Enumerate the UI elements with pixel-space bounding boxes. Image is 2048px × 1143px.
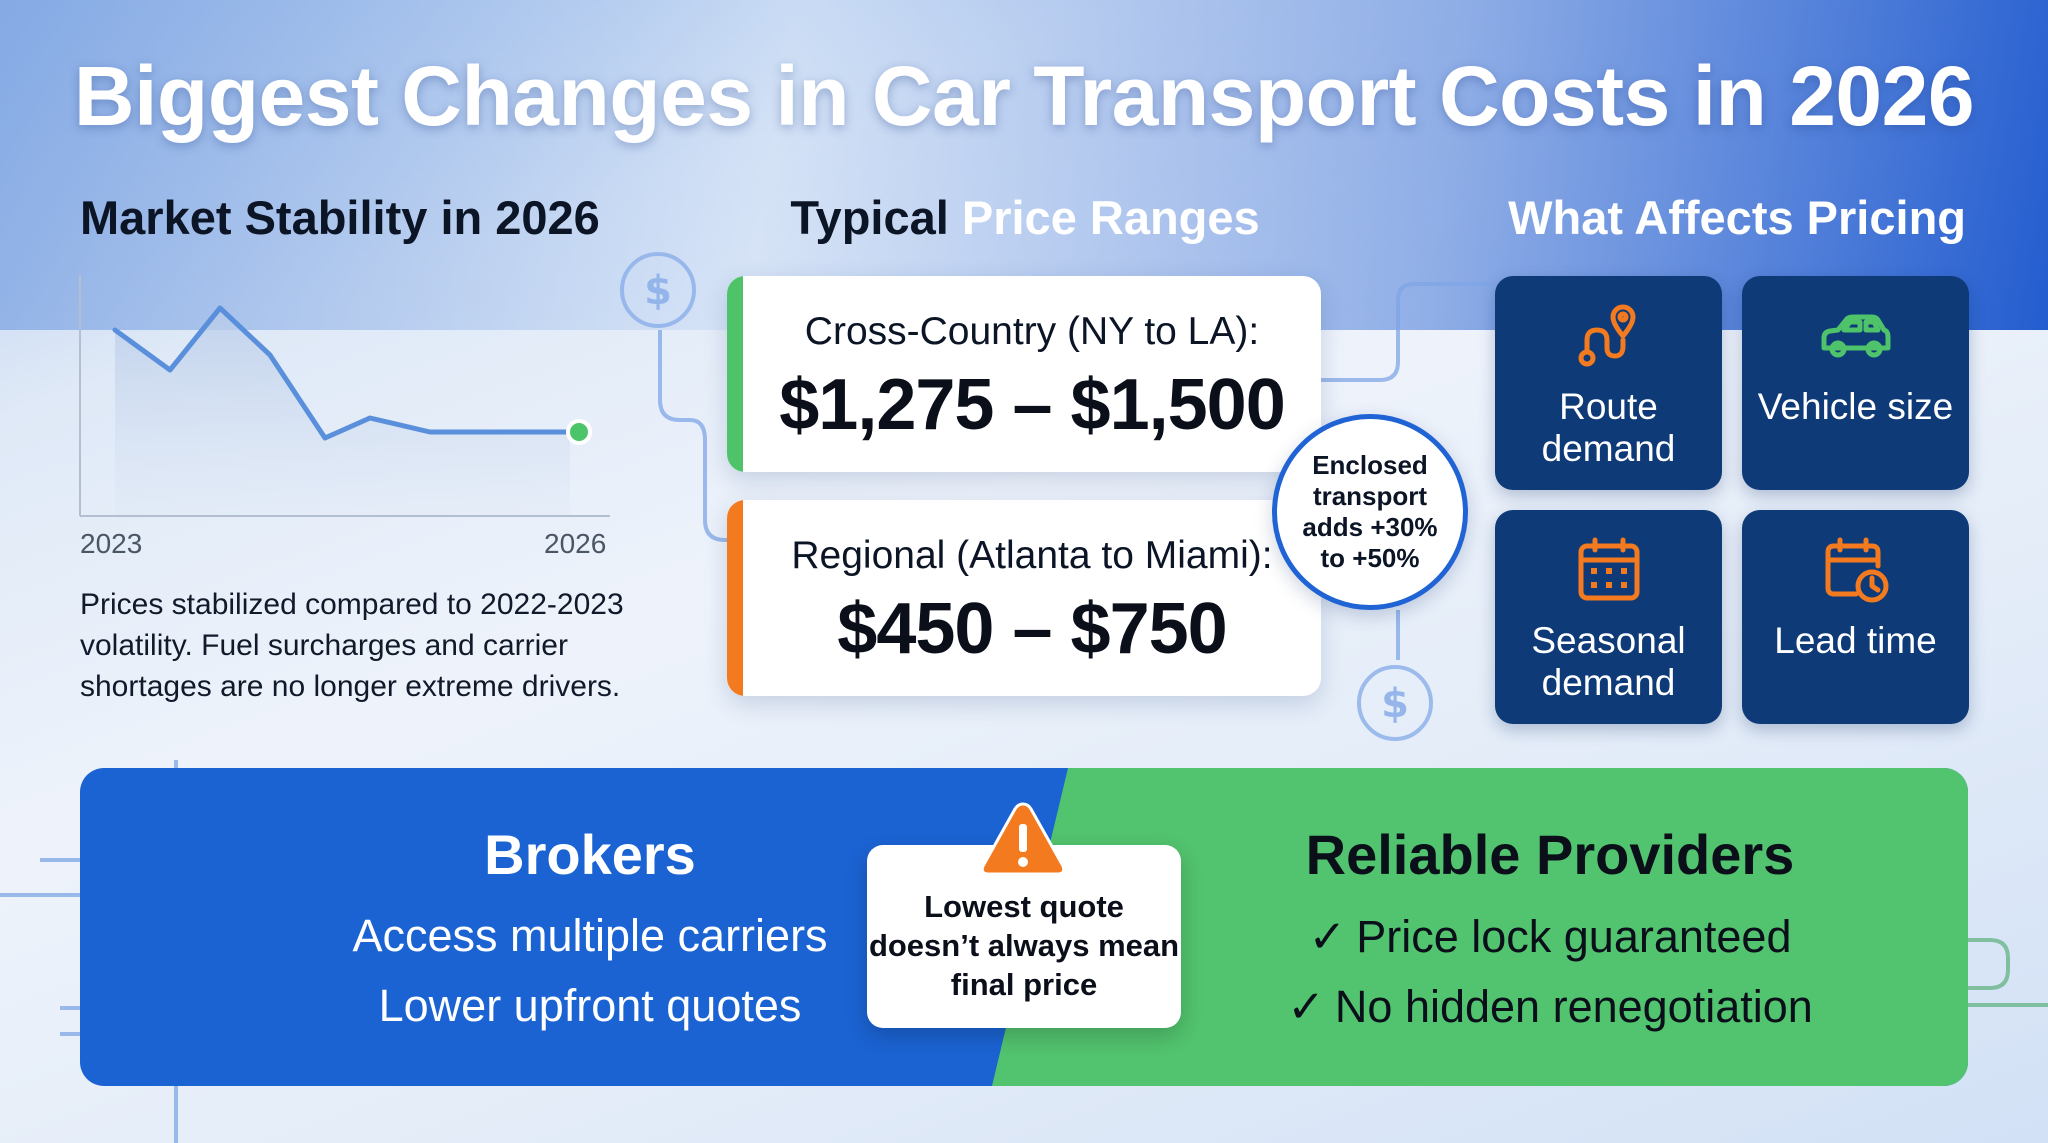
regional-route: Regional (Atlanta to Miami): bbox=[791, 534, 1273, 577]
reliable-providers-title: Reliable Providers bbox=[1305, 823, 1795, 886]
price-ranges-heading-dark: Typical bbox=[790, 191, 949, 244]
pricing-factors-heading: What Affects Pricing bbox=[1508, 191, 1966, 244]
factor-lead-time: Lead time bbox=[1742, 510, 1969, 724]
cross-country-route: Cross-Country (NY to LA): bbox=[804, 310, 1260, 353]
factor-route-demand: Route demand bbox=[1495, 276, 1722, 490]
axis-label-end-year: 2026 bbox=[544, 528, 607, 559]
factor-label: Vehicle size bbox=[1757, 386, 1954, 427]
page-title: Biggest Changes in Car Transport Costs i… bbox=[73, 49, 1975, 143]
providers-benefit-text: Price lock guaranteed bbox=[1356, 911, 1792, 962]
chart-endpoint-marker bbox=[566, 419, 592, 445]
axis-label-start-year: 2023 bbox=[80, 528, 143, 559]
chart-trend-line bbox=[112, 305, 573, 441]
calendar-icon bbox=[1578, 537, 1640, 601]
regional-price-range: $450 – $750 bbox=[837, 589, 1227, 669]
market-stability-heading: Market Stability in 2026 bbox=[80, 191, 600, 244]
brokers-benefit: Access multiple carriers bbox=[352, 910, 828, 961]
factor-label: Route demand bbox=[1541, 386, 1676, 469]
brokers-title: Brokers bbox=[484, 823, 696, 886]
price-ranges-heading: Typical Price Ranges bbox=[730, 190, 1320, 245]
providers-benefit: ✓ No hidden renegotiation bbox=[1180, 980, 1920, 1033]
factor-label: Seasonal demand bbox=[1531, 620, 1686, 703]
providers-benefit: ✓ Price lock guaranteed bbox=[1180, 910, 1920, 963]
cross-country-price-range: $1,275 – $1,500 bbox=[779, 365, 1286, 445]
factor-vehicle-size: Vehicle size bbox=[1742, 276, 1969, 490]
providers-benefit-text: No hidden renegotiation bbox=[1334, 981, 1813, 1032]
enclosed-transport-text: Enclosed transport adds +30% to +50% bbox=[1302, 450, 1438, 573]
brokers-benefit: Lower upfront quotes bbox=[378, 980, 802, 1031]
factor-label: Lead time bbox=[1774, 620, 1937, 661]
check-icon: ✓ bbox=[1287, 981, 1325, 1032]
warning-callout: Lowest quote doesn’t always mean final p… bbox=[867, 845, 1181, 1028]
market-trend-chart bbox=[79, 275, 610, 517]
warning-icon bbox=[980, 802, 1066, 876]
check-icon: ✓ bbox=[1308, 911, 1347, 962]
factor-seasonal-demand: Seasonal demand bbox=[1495, 510, 1722, 724]
regional-price-card: Regional (Atlanta to Miami): $450 – $750 bbox=[727, 500, 1321, 696]
price-ranges-heading-accent: Price Ranges bbox=[961, 191, 1260, 244]
header-background bbox=[0, 0, 2048, 330]
chart-area bbox=[115, 308, 570, 515]
route-icon bbox=[1578, 304, 1636, 367]
svg-text:$: $ bbox=[1381, 681, 1409, 727]
car-icon bbox=[1821, 314, 1891, 358]
cross-country-price-card: Cross-Country (NY to LA): $1,275 – $1,50… bbox=[727, 276, 1321, 472]
enclosed-transport-badge: Enclosed transport adds +30% to +50% bbox=[1272, 414, 1468, 610]
market-description: Prices stabilized compared to 2022-2023 … bbox=[80, 588, 624, 703]
warning-text: Lowest quote doesn’t always mean final p… bbox=[868, 889, 1180, 1002]
calendar-clock-icon bbox=[1825, 537, 1889, 603]
card-stripe-orange bbox=[727, 500, 743, 696]
card-stripe-green bbox=[727, 276, 743, 472]
